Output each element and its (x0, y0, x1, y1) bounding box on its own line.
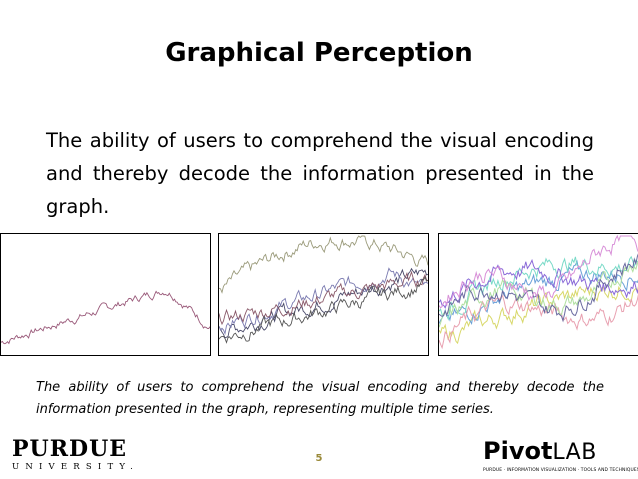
time-series-panel-many (438, 233, 638, 356)
series-line-1 (1, 290, 210, 345)
time-series-plot-1 (1, 290, 210, 345)
purdue-logo-name: PURDUE (12, 436, 128, 462)
slide-body-text: The ability of users to comprehend the v… (46, 129, 594, 218)
time-series-plot-2 (219, 235, 428, 344)
series-line-4 (219, 270, 428, 326)
page-number: 5 (315, 453, 323, 464)
pivotlab-tagline: PURDUE · INFORMATION VISUALIZATION · TOO… (483, 468, 638, 473)
series-line-2 (219, 267, 428, 339)
purdue-logo: PURDUE UNIVERSITY. (12, 437, 172, 472)
pivotlab-logo-pivot: Pivot (483, 437, 553, 465)
slide-title: Graphical Perception (165, 38, 473, 68)
time-series-plot-3 (439, 234, 638, 350)
time-series-panel-five (218, 233, 429, 356)
series-line-5 (439, 294, 638, 350)
purdue-logo-subtitle: UNIVERSITY. (12, 462, 139, 472)
series-line-2 (439, 259, 638, 325)
series-line-3 (219, 267, 428, 336)
series-line-1 (219, 235, 428, 294)
series-line-5 (219, 275, 428, 344)
series-line-4 (439, 258, 638, 309)
time-series-panel-single (0, 233, 211, 356)
figure-caption: The ability of users to comprehend the v… (36, 380, 604, 417)
pivotlab-logo-lab: LAB (552, 440, 597, 465)
series-line-8 (439, 234, 638, 309)
pivotlab-logo: PivotLAB PURDUE · INFORMATION VISUALIZAT… (483, 437, 638, 473)
series-line-7 (439, 253, 638, 323)
